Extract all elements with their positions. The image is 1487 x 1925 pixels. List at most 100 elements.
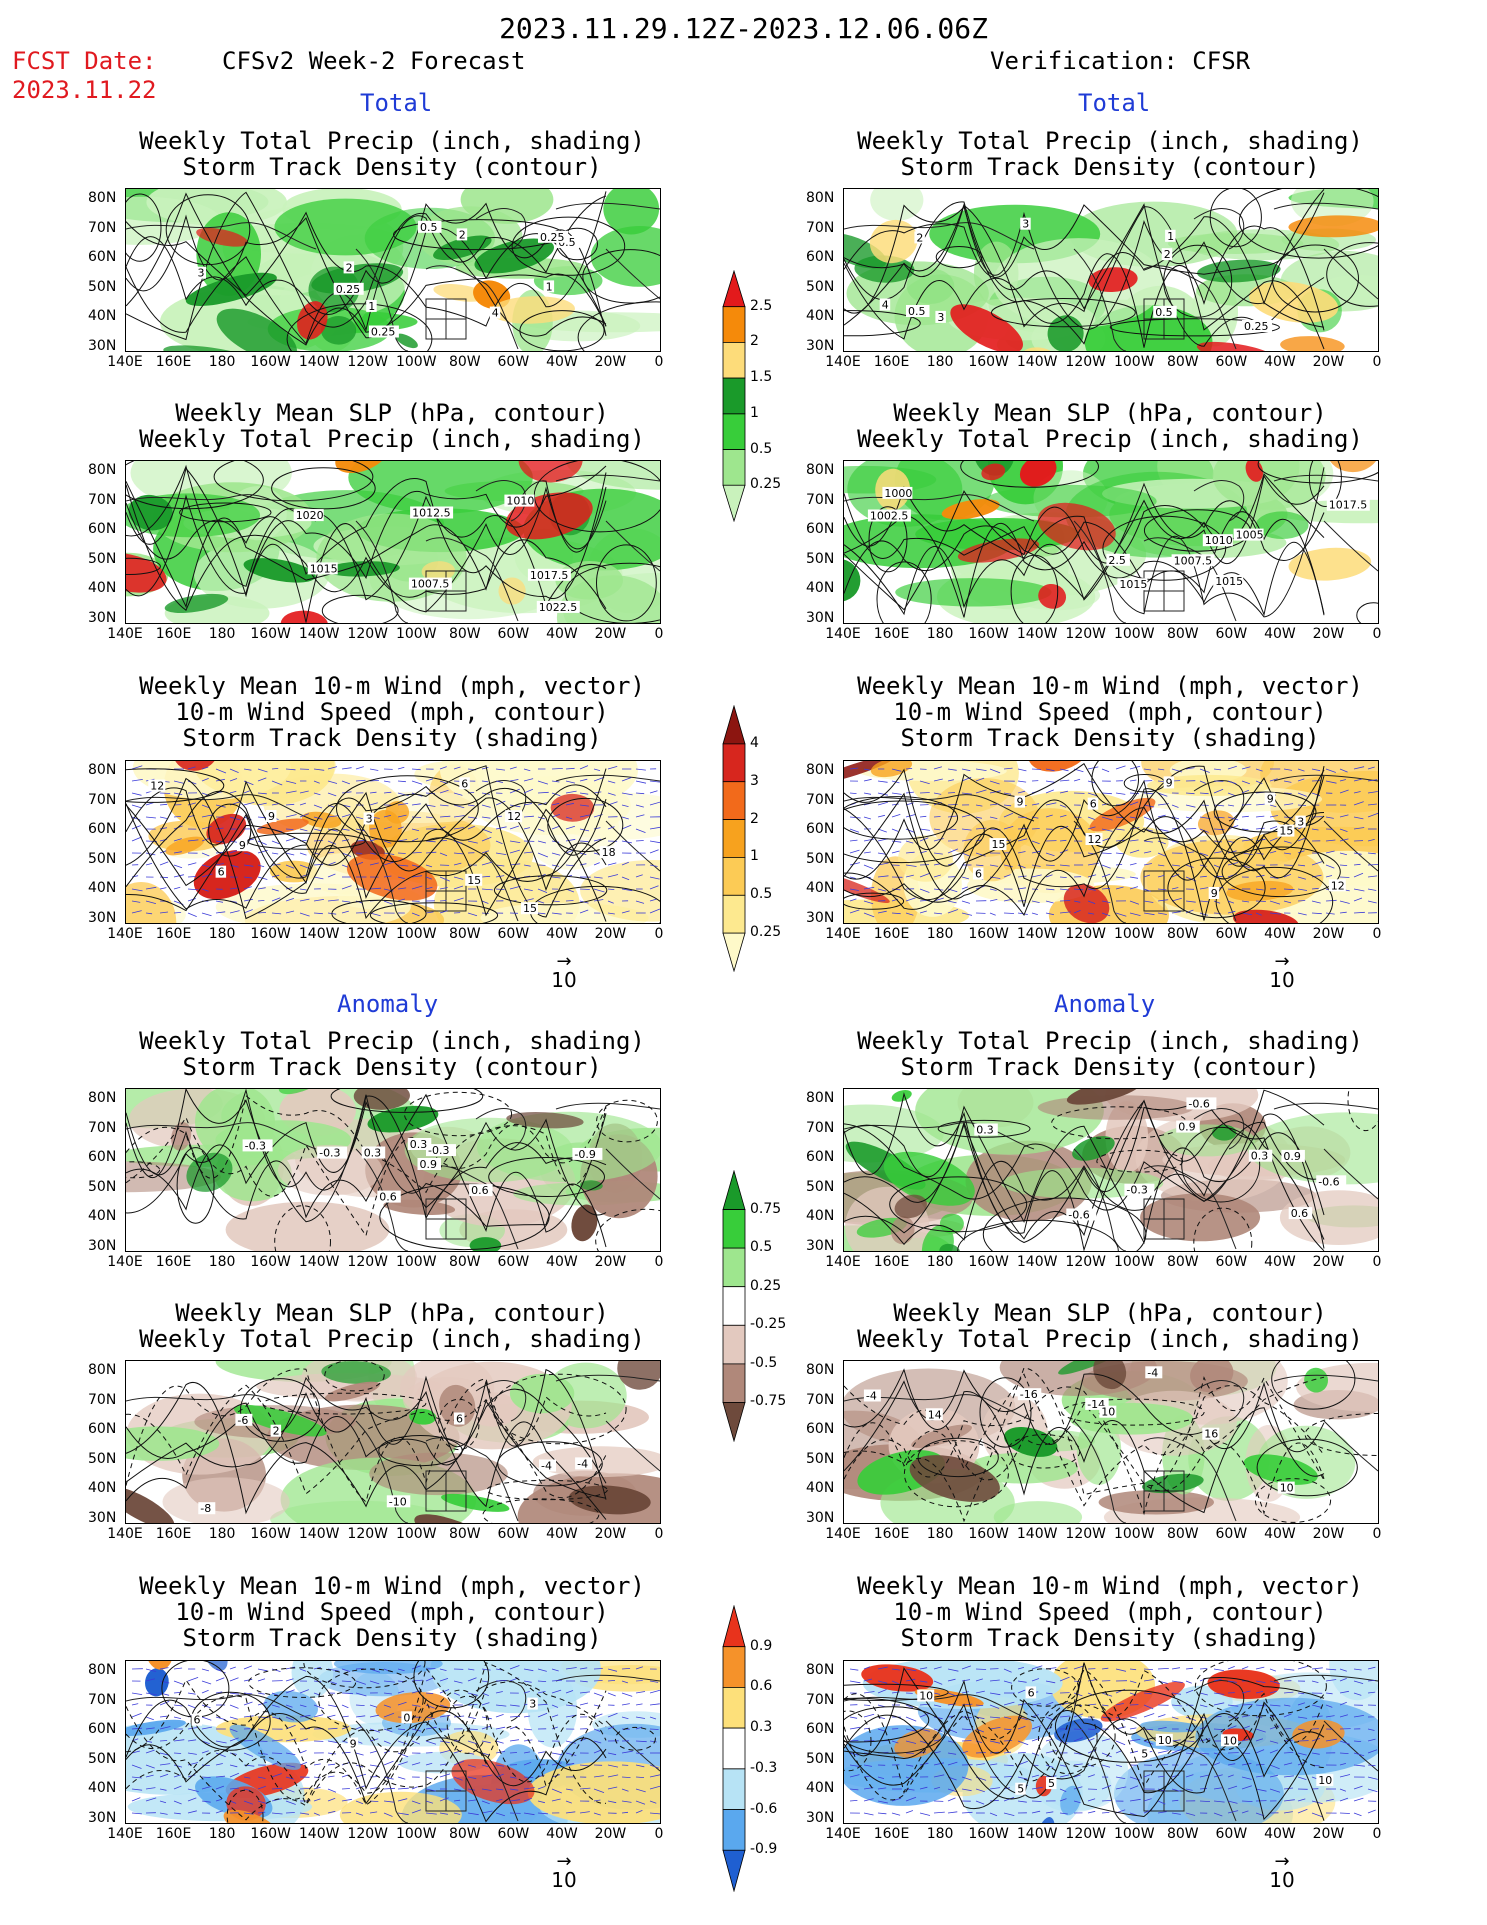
wind-vector: [849, 876, 856, 879]
contour-label-bg: [426, 1144, 456, 1157]
wind-vector: [1283, 803, 1294, 806]
wind-vector: [1087, 1798, 1096, 1802]
colorbar-segment: [722, 1849, 746, 1893]
map-panel-1-lat-tick: 30N: [88, 337, 117, 354]
wind-vector: [257, 912, 267, 914]
wind-vector: [271, 1668, 281, 1672]
map-panel-6-lon-tick: 40W: [1264, 926, 1296, 942]
contour-line: [844, 467, 1325, 618]
wind-vector: [1269, 900, 1281, 905]
wind-vector: [285, 768, 296, 771]
wind-vector: [271, 780, 283, 786]
wind-vector: [1367, 1738, 1376, 1742]
wind-vector: [989, 1679, 1000, 1682]
wind-vector: [313, 1798, 321, 1802]
wind-vector: [509, 1739, 520, 1742]
contour-label: 0: [403, 1711, 410, 1724]
contour-line: [126, 1093, 607, 1233]
map-panel-12-lon-tick: 180: [926, 1826, 954, 1842]
coast-line: [1073, 248, 1127, 351]
wind-vector: [1283, 1668, 1295, 1671]
colorbar-segment: [722, 1286, 746, 1326]
contour-label-bg: [1161, 248, 1173, 261]
map-panel-5-lon-tick: 160W: [250, 926, 291, 942]
wind-vector: [551, 912, 562, 915]
contour-label-bg: [1248, 1149, 1273, 1162]
wind-vector: [579, 765, 589, 770]
contour-line: [126, 195, 607, 345]
wind-vector: [1129, 912, 1141, 916]
wind-vector: [975, 1752, 986, 1754]
map-panel-8-lon-tick: 40W: [1264, 1254, 1296, 1270]
map-panel-8-lon-tick: 160W: [968, 1254, 1009, 1270]
wind-vector: [621, 840, 632, 844]
wind-vector: [1283, 873, 1292, 878]
contour-label: 18: [602, 846, 616, 859]
shade-core: [1233, 909, 1299, 923]
map-panel-8-coastlines: [844, 1102, 1378, 1251]
wind-vector: [495, 800, 506, 806]
contour-line: [844, 1367, 1325, 1523]
wind-vector: [635, 768, 646, 771]
wind-vector: [271, 1773, 282, 1778]
wind-vector: [933, 1704, 942, 1707]
wind-vector: [1283, 1752, 1294, 1754]
wind-vector: [285, 887, 293, 890]
contour-label-bg: [454, 1412, 465, 1425]
wind-vector: [1283, 768, 1293, 771]
contour-line: [1215, 866, 1334, 923]
map-panel-10: 10 -16 -14 10 14 16 -4 -4: [843, 1360, 1379, 1524]
map-panel-10-lon-tick: 160E: [873, 1526, 910, 1542]
wind-vector: [905, 1668, 917, 1672]
map-panel-1-lon-tick: 80W: [448, 354, 481, 370]
wind-vector: [271, 803, 279, 806]
wind-vector: [607, 1680, 616, 1682]
wind-vector: [1017, 816, 1027, 818]
shade-blob: [966, 1452, 1078, 1484]
shade-core: [498, 577, 526, 605]
wind-vector: [187, 1692, 196, 1695]
wind-vector: [1353, 766, 1365, 770]
wind-vector: [341, 767, 352, 770]
wind-vector: [1003, 1764, 1014, 1767]
wind-vector: [849, 1680, 861, 1684]
contour-line: [844, 500, 1325, 618]
wind-vector: [1325, 875, 1333, 878]
contour-label-bg: [195, 266, 206, 279]
map-panel-5-lon-tick: 100W: [395, 926, 437, 942]
fcst-date-label: FCST Date:: [12, 47, 157, 75]
map-panel-8-lon-tick: 80W: [1166, 1254, 1199, 1270]
wind-vector: [607, 874, 619, 878]
wind-vector: [635, 1716, 646, 1719]
wind-vector: [1367, 779, 1378, 782]
shade-core: [335, 461, 389, 474]
wind-vector: [1241, 780, 1250, 785]
wind-vector: [877, 1800, 888, 1804]
coast-line: [1273, 1674, 1378, 1682]
wind-vector: [243, 1665, 253, 1670]
wind-vector: [1297, 1752, 1307, 1756]
wind-vector: [1227, 1725, 1237, 1730]
map-panel-9-lat-tick: 70N: [88, 1391, 117, 1408]
contour-label-bg: [235, 1413, 253, 1426]
wind-vector: [229, 1772, 240, 1778]
wind-vector: [565, 1811, 576, 1814]
wind-vector: [1143, 888, 1152, 892]
contour-line: [1308, 461, 1342, 507]
map-panel-10-lon-tick: 0: [1372, 1526, 1382, 1542]
wind-vector: [891, 803, 899, 806]
map-panel-6-lat-tick: 80N: [806, 762, 835, 778]
wind-vector: [933, 838, 944, 842]
contour-line: [937, 1119, 1031, 1138]
wind-vector: [131, 910, 142, 914]
wind-vector: [397, 1728, 406, 1731]
colorbar-label: 0.6: [750, 1678, 773, 1695]
wind-vector: [989, 864, 999, 867]
map-panel-9-title-line-1: Weekly Mean SLP (hPa, contour): [175, 1299, 609, 1327]
wind-vector: [635, 1764, 645, 1768]
wind-vector: [327, 780, 338, 784]
shade-blob: [1279, 1190, 1378, 1245]
map-panel-5-lat-tick: 60N: [88, 821, 117, 837]
wind-vector: [849, 909, 860, 914]
contour-label: -0.3: [1126, 1184, 1147, 1197]
